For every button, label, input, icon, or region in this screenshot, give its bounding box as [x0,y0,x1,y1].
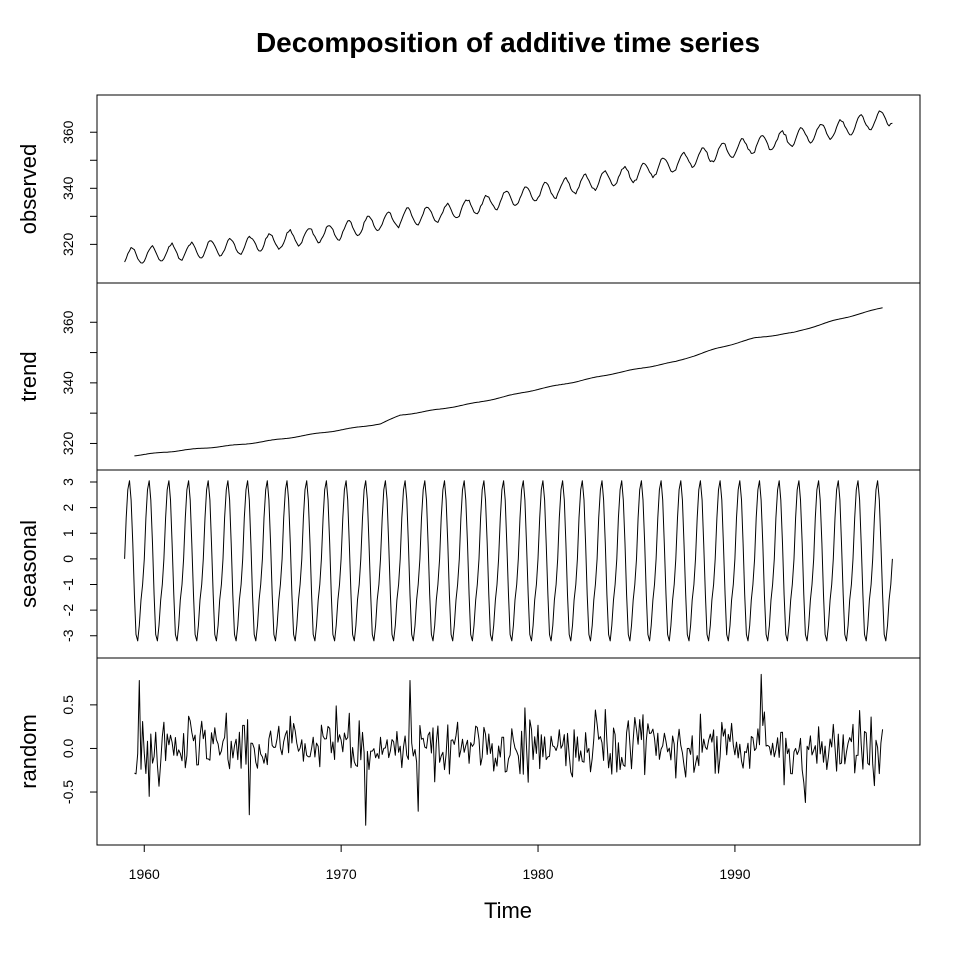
x-tick-label: 1990 [719,866,750,882]
y-tick-label-trend: 340 [60,371,76,395]
y-axis-label-random: random [16,714,41,789]
y-tick-label-seasonal: -1 [60,578,76,591]
x-axis: 1960 1970 1980 1990 [129,844,751,882]
y-axis-label-seasonal: seasonal [16,520,41,608]
panels: observed320340360trend320340360seasonal3… [16,94,921,846]
y-tick-label-random: -0.5 [60,780,76,804]
y-tick-label-trend: 360 [60,310,76,334]
y-tick-label-observed: 360 [60,120,76,144]
y-axis-seasonal: 3 2 1 0 -1 -2 -3 [60,478,97,642]
x-tick-label: 1970 [326,866,357,882]
y-axis-observed: 320 340 360 [60,120,97,256]
y-tick-label-seasonal: 0 [60,555,76,563]
y-tick-label-observed: 320 [60,232,76,256]
x-tick-label: 1980 [522,866,553,882]
x-tick-label: 1960 [129,866,160,882]
y-tick-label-trend: 320 [60,432,76,456]
y-tick-label-observed: 340 [60,176,76,200]
y-tick-label-seasonal: -2 [60,604,76,617]
y-tick-label-seasonal: 3 [60,478,76,486]
panel-frame-observed [96,94,921,284]
y-tick-label-seasonal: 1 [60,529,76,537]
y-tick-label-seasonal: -3 [60,629,76,642]
series-line-random [134,673,884,826]
panel-random: random 0.5 0.0 -0.5 [16,657,921,846]
x-axis-label: Time [484,898,532,923]
series-line-seasonal [124,480,893,642]
series-line-trend [134,307,883,457]
panel-trend: trend 320 340 360 [16,282,921,471]
y-tick-label-random: 0.5 [60,695,76,715]
panel-frame-trend [96,282,921,471]
y-tick-label-seasonal: 2 [60,504,76,512]
series-line-observed [124,110,893,264]
y-axis-label-observed: observed [16,144,41,235]
y-axis-random: 0.5 0.0 -0.5 [60,695,97,804]
panel-seasonal: seasonal 3 2 1 0 -1 -2 -3 [16,469,921,659]
y-axis-label-trend: trend [16,351,41,401]
panel-observed: observed 320 340 360 [16,94,921,284]
y-tick-label-random: 0.0 [60,739,76,759]
y-axis-trend: 320 340 360 [60,310,97,455]
chart-title: Decomposition of additive time series [256,27,760,58]
